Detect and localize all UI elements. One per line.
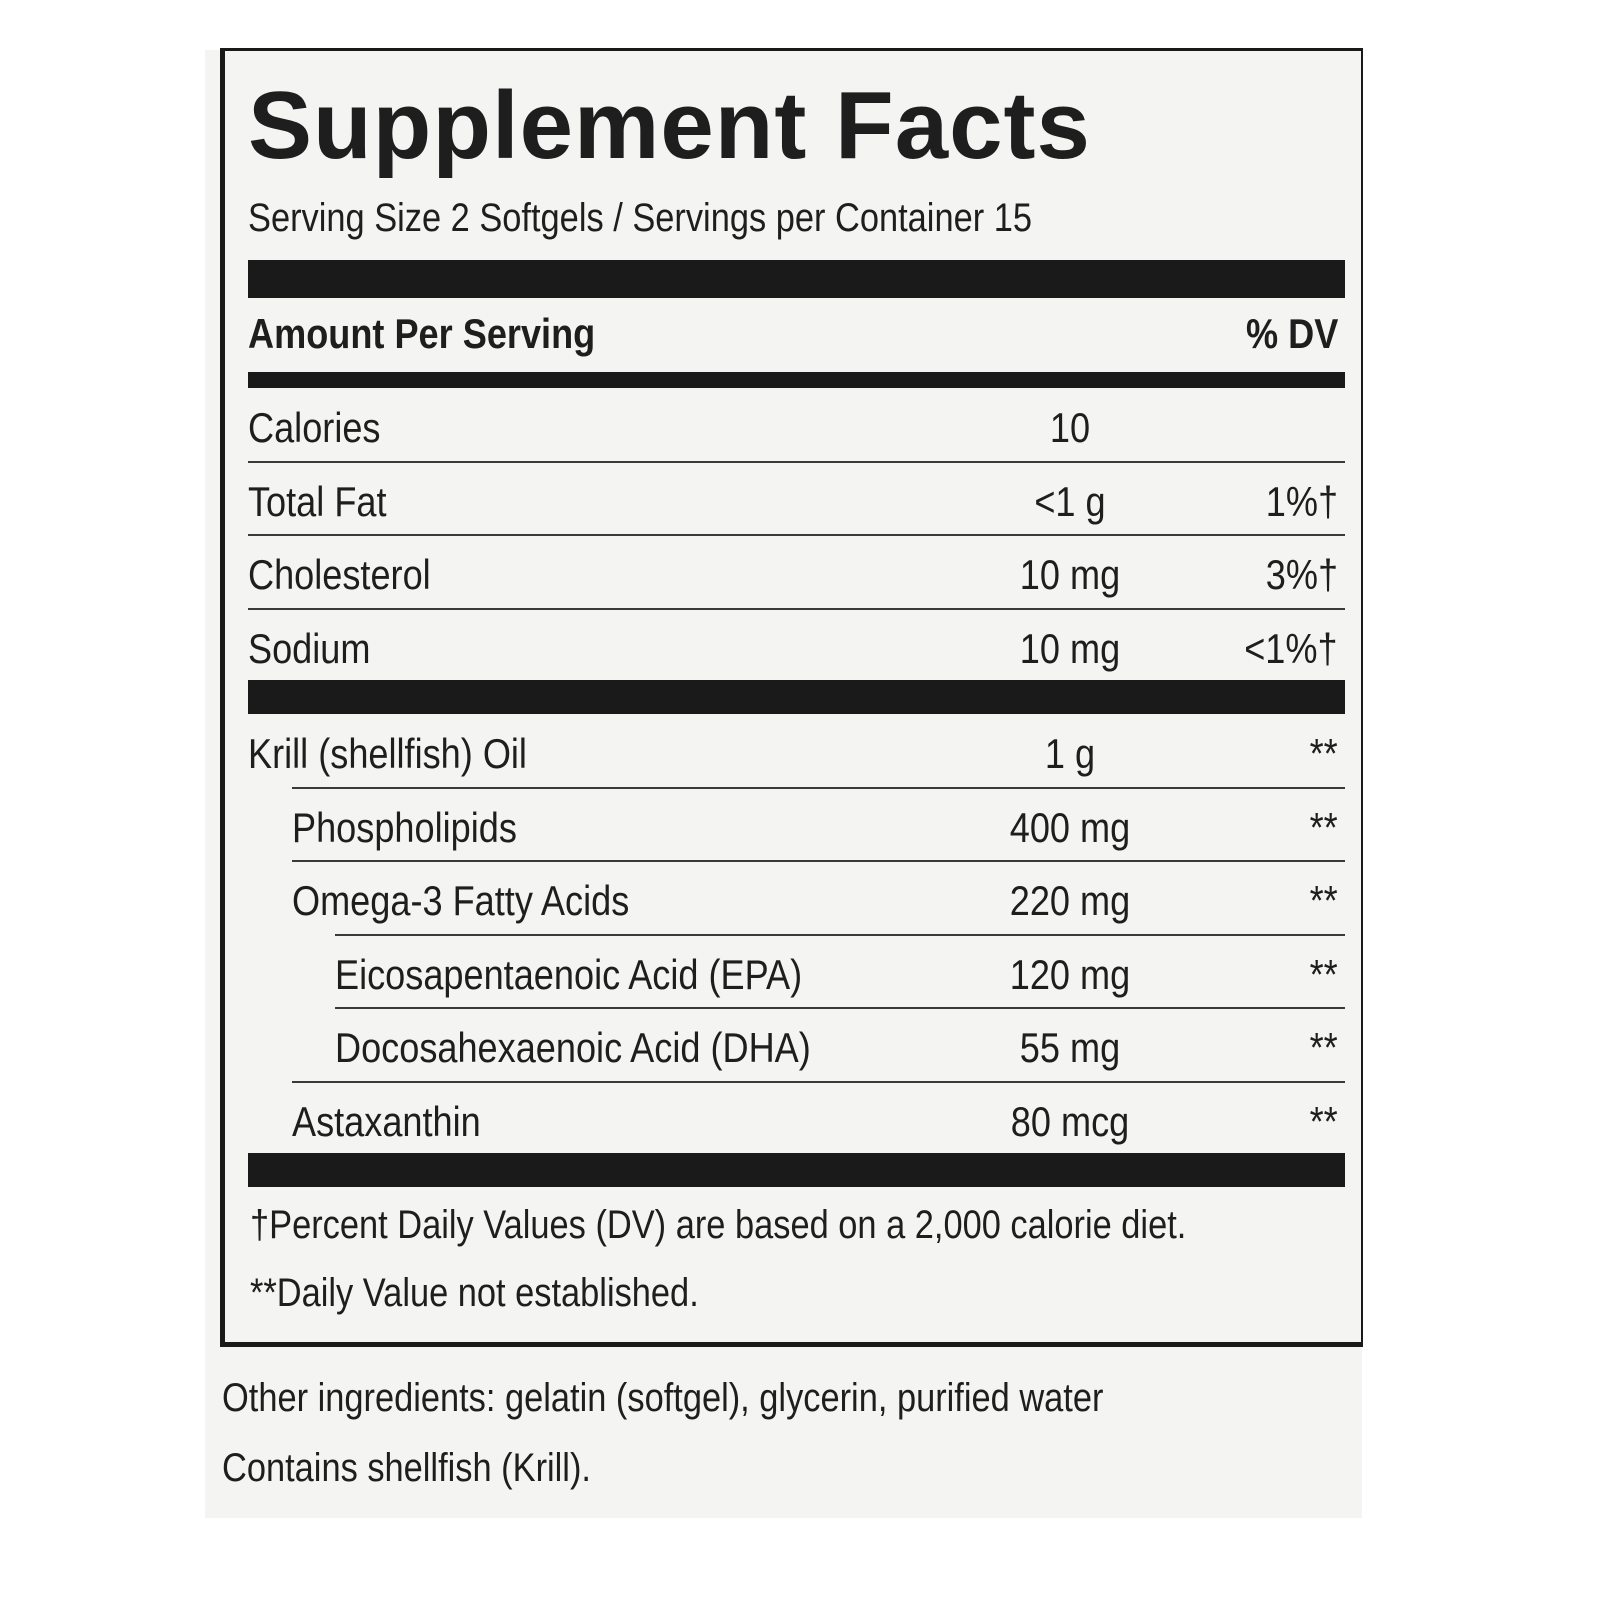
footnote: **Daily Value not established. <box>250 1271 699 1315</box>
row-divider <box>292 786 1345 789</box>
nutrient-amount: 220 mg <box>1009 877 1131 924</box>
medium-bar <box>248 372 1345 388</box>
nutrient-amount: 120 mg <box>1009 950 1131 998</box>
nutrient-amount: <1 g <box>1034 477 1106 525</box>
nutrient-amount: 10 mg <box>1019 551 1121 598</box>
nutrient-amount: 10 mg <box>1019 624 1121 672</box>
nutrient-dv: ** <box>1309 950 1338 998</box>
serving-info: Serving Size 2 Softgels / Servings per C… <box>248 196 1032 240</box>
nutrient-dv: ** <box>1309 803 1338 851</box>
nutrient-dv: 1%† <box>1265 477 1338 525</box>
row-divider <box>248 534 1345 536</box>
nutrient-amount: 55 mg <box>1019 1024 1121 1071</box>
nutrient-name: Cholesterol <box>248 551 431 598</box>
nutrient-name: Docosahexaenoic Acid (DHA) <box>335 1024 811 1071</box>
nutrient-name: Krill (shellfish) Oil <box>248 730 527 777</box>
nutrient-amount: 1 g <box>1044 730 1096 777</box>
nutrient-name: Omega-3 Fatty Acids <box>292 877 630 924</box>
row-divider <box>248 460 1345 463</box>
header-amount: Amount Per Serving <box>248 310 596 357</box>
nutrient-name: Eicosapentaenoic Acid (EPA) <box>335 950 803 998</box>
nutrient-name: Sodium <box>248 624 371 672</box>
nutrient-dv: ** <box>1309 1097 1338 1145</box>
nutrient-dv: <1%† <box>1244 624 1338 672</box>
header-dv: % DV <box>1245 310 1338 357</box>
nutrient-amount: 80 mcg <box>1010 1097 1130 1145</box>
title: Supplement Facts <box>248 72 1091 179</box>
other-ingredients: Other ingredients: gelatin (softgel), gl… <box>222 1376 1104 1420</box>
thick-bar <box>248 680 1345 714</box>
nutrient-dv: 3%† <box>1265 551 1338 598</box>
nutrient-dv: ** <box>1309 730 1338 777</box>
nutrient-amount: 10 <box>1049 404 1091 451</box>
thick-bar <box>248 1153 1345 1187</box>
row-divider <box>335 1007 1345 1009</box>
nutrient-name: Astaxanthin <box>292 1097 481 1145</box>
row-divider <box>292 1080 1345 1083</box>
thick-bar <box>248 260 1345 298</box>
nutrient-name: Phospholipids <box>292 803 517 851</box>
nutrient-dv: ** <box>1309 1024 1338 1071</box>
nutrient-name: Total Fat <box>248 477 387 525</box>
other-ingredients: Contains shellfish (Krill). <box>222 1446 591 1490</box>
footnote: †Percent Daily Values (DV) are based on … <box>250 1203 1187 1247</box>
row-divider <box>292 860 1345 862</box>
row-divider <box>335 933 1345 936</box>
facts-box <box>220 48 1363 1347</box>
nutrient-name: Calories <box>248 404 381 451</box>
row-divider <box>248 607 1345 610</box>
nutrient-dv: ** <box>1309 877 1338 924</box>
nutrient-amount: 400 mg <box>1009 803 1131 851</box>
